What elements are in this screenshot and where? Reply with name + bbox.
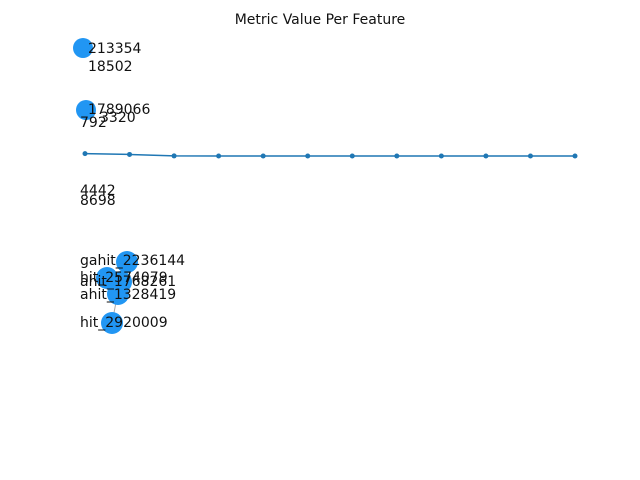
graph-node — [73, 38, 93, 58]
data-point — [305, 153, 311, 159]
overlay-label: gahit_2236144 — [80, 253, 185, 269]
data-point — [127, 151, 133, 157]
graph-overlay — [73, 38, 138, 334]
series-line — [84, 152, 575, 157]
data-point — [438, 153, 444, 159]
overlay-label: hit_2920009 — [80, 315, 168, 331]
data-point — [394, 153, 400, 159]
chart-title: Metric Value Per Feature — [234, 12, 406, 28]
overlay-label: 3320 — [100, 110, 136, 126]
data-point — [82, 151, 88, 157]
graph-node — [107, 283, 129, 305]
overlay-label: 18502 — [88, 59, 133, 75]
data-point — [527, 153, 533, 159]
data-point — [216, 153, 222, 159]
data-point — [483, 153, 489, 159]
graph-node — [101, 312, 123, 334]
line-series — [82, 151, 578, 159]
data-point — [260, 153, 266, 159]
data-point — [572, 153, 578, 159]
overlay-label: ahit_1328419 — [80, 287, 176, 303]
data-point — [349, 153, 355, 159]
overlay-label: 1789066 — [88, 102, 150, 118]
overlay-labels: 213354 18502 1789066 3320 792 4442 8698 … — [80, 41, 185, 331]
graph-node — [116, 251, 138, 273]
overlay-label: 4442 — [80, 183, 116, 199]
overlay-label: 792 — [80, 115, 107, 131]
graph-node — [76, 100, 96, 120]
overlay-label: hit_2574079 — [80, 270, 168, 286]
overlay-label: 213354 — [88, 41, 142, 57]
overlay-label: ahit_1768261 — [80, 274, 176, 290]
overlay-label: 8698 — [80, 193, 116, 209]
data-point — [171, 153, 177, 159]
